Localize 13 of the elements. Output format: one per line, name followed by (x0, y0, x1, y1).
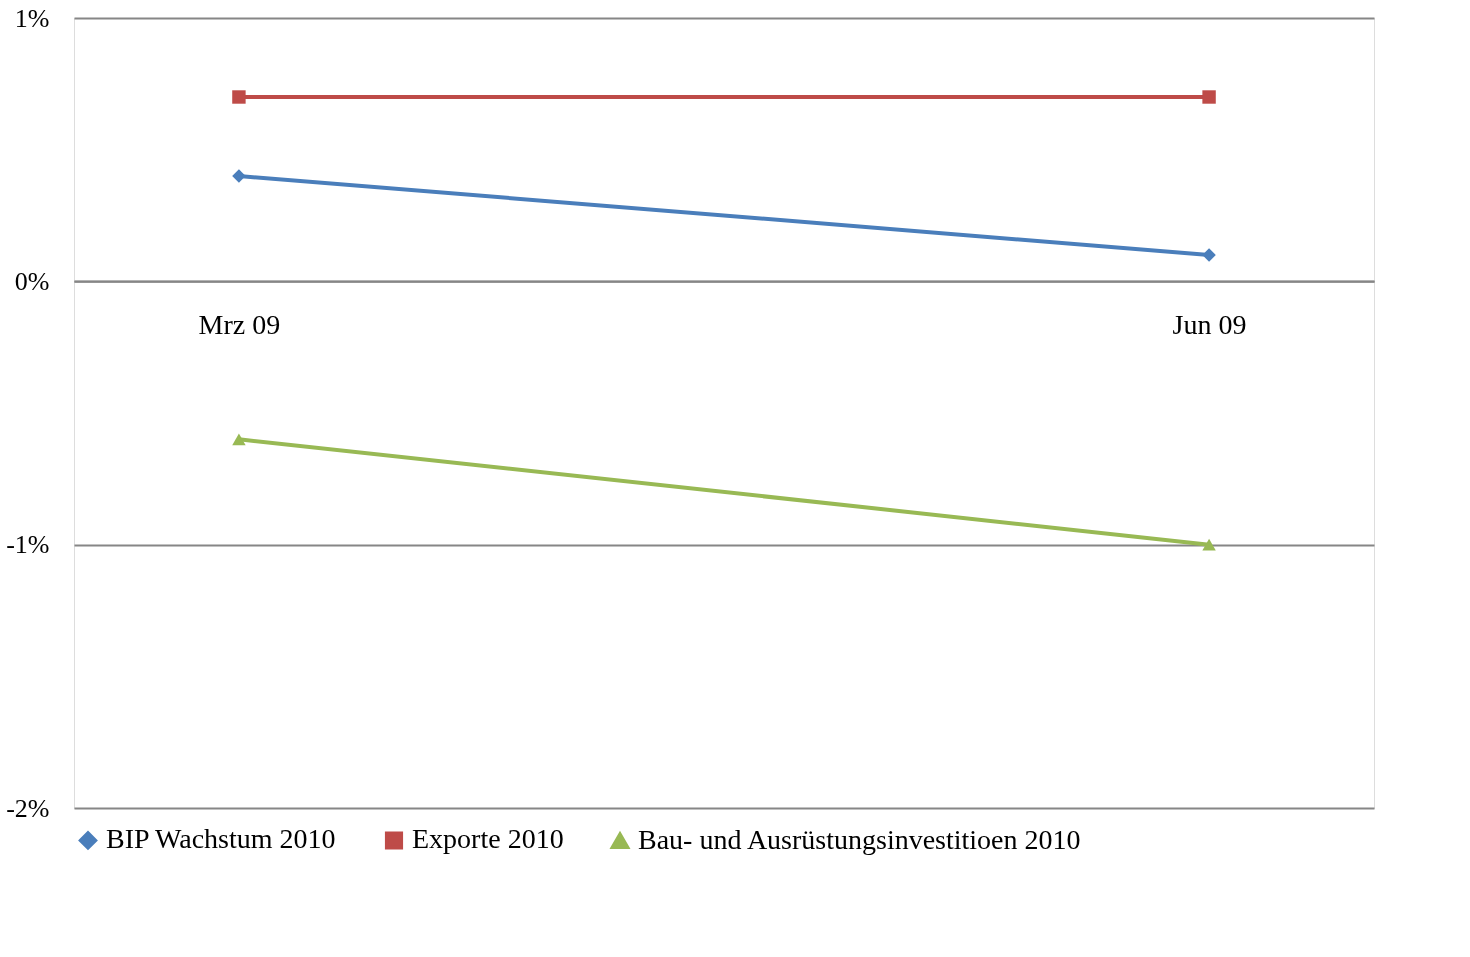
legend-label: BIP Wachstum 2010 (106, 823, 336, 855)
point (232, 90, 246, 104)
y-tick-label: -2% (6, 793, 50, 823)
point (232, 169, 246, 183)
legend-label: Bau- und Ausrüstungsinvestitioen 2010 (638, 823, 1081, 855)
y-tick-label: 1% (14, 3, 50, 33)
x-tick-label: Jun 09 (1172, 308, 1247, 340)
x-tick-label: Mrz 09 (198, 308, 281, 340)
y-tick-label: 0% (14, 266, 50, 296)
legend-label: Exporte 2010 (412, 823, 564, 855)
point (1202, 90, 1216, 104)
point (1202, 248, 1216, 262)
y-tick-label: -1% (6, 530, 50, 560)
